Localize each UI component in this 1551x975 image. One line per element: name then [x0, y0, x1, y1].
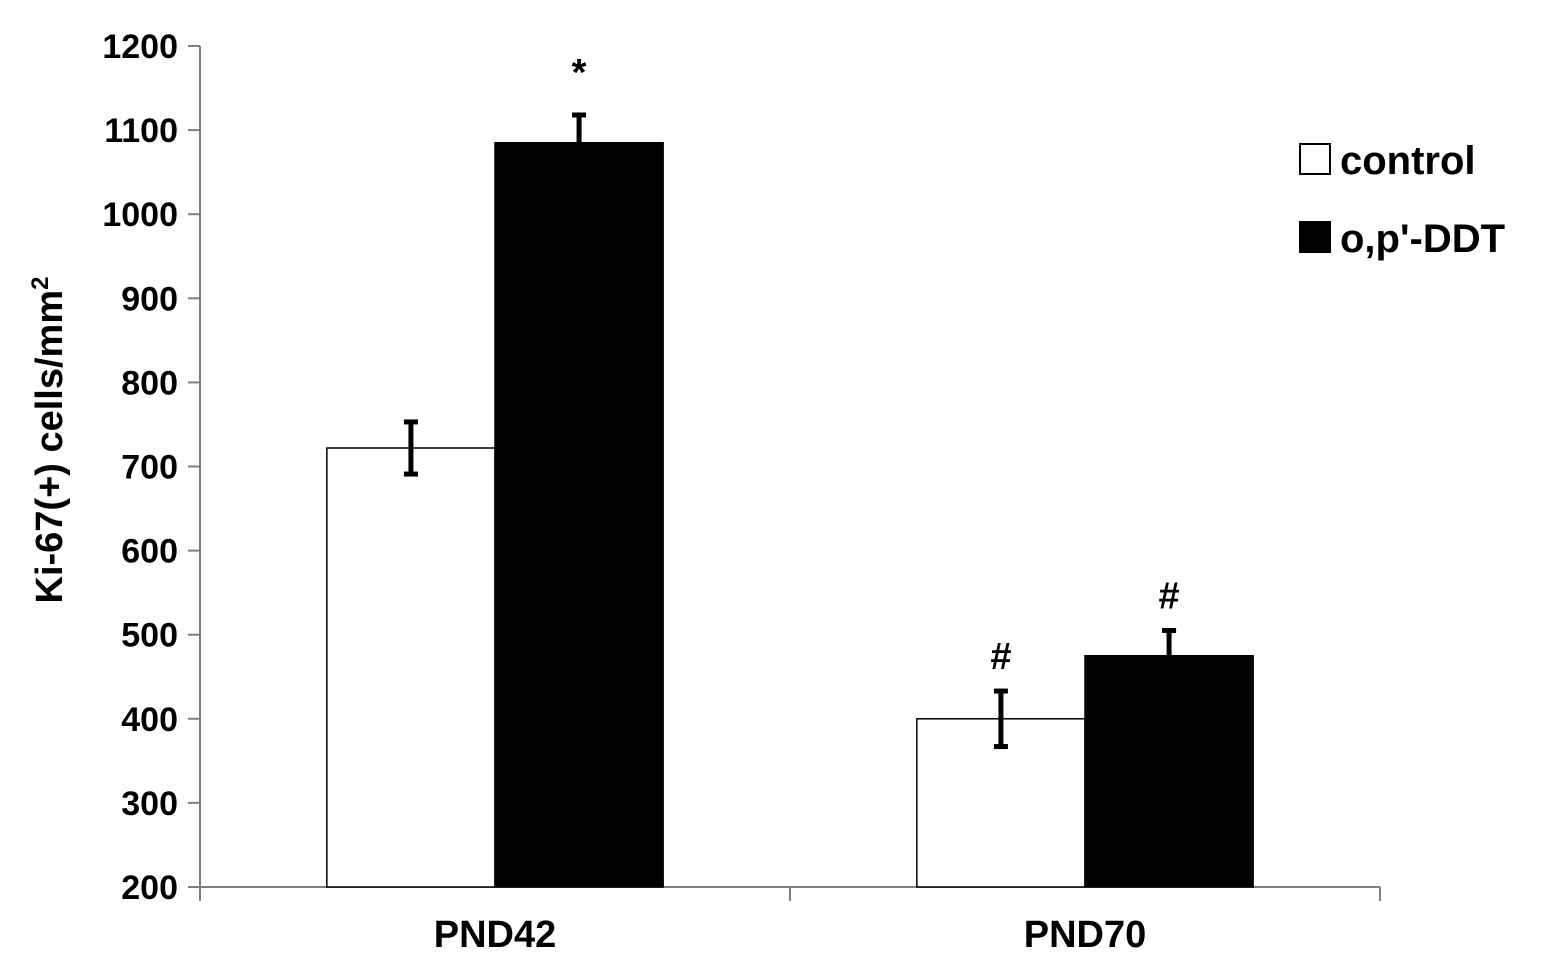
y-axis-label-text: Ki-67(+) cells/mm: [29, 290, 71, 604]
y-tick-label: 200: [121, 869, 178, 907]
legend: control o,p'-DDT: [1299, 139, 1505, 261]
y-axis-label: Ki-67(+) cells/mm2: [27, 277, 71, 604]
y-tick-label: 300: [121, 785, 178, 823]
legend-swatch: [1299, 143, 1331, 175]
bars: [326, 141, 1254, 888]
y-axis: 200 300 400 500 600 700 800 900 1000 1100 1200: [102, 28, 201, 907]
x-category-label: PND42: [434, 914, 557, 956]
legend-label: control: [1340, 139, 1476, 183]
y-tick-label: 400: [121, 701, 178, 739]
legend-swatch: [1299, 221, 1331, 253]
x-axis: PND42 PND70: [199, 886, 1381, 956]
significance-marks: * # #: [572, 52, 1180, 678]
y-tick-label: 600: [121, 533, 178, 571]
significance-mark: *: [572, 52, 587, 94]
y-tick-label: 1200: [102, 28, 178, 66]
significance-mark: #: [990, 636, 1011, 678]
y-tick-label: 800: [121, 364, 178, 402]
y-tick-label: 1000: [102, 196, 178, 234]
bar: [1084, 654, 1254, 888]
y-axis-label-superscript: 2: [27, 277, 54, 290]
y-tick-label: 1100: [104, 112, 178, 150]
significance-mark: #: [1159, 575, 1180, 617]
y-tick-label: 700: [121, 449, 178, 487]
y-tick-label: 500: [121, 617, 178, 655]
bar: [494, 141, 664, 888]
error-bars: [403, 112, 1177, 750]
bar: [326, 447, 496, 888]
y-tick-label: 900: [121, 280, 178, 318]
x-category-label: PND70: [1024, 914, 1147, 956]
legend-label: o,p'-DDT: [1340, 217, 1505, 261]
